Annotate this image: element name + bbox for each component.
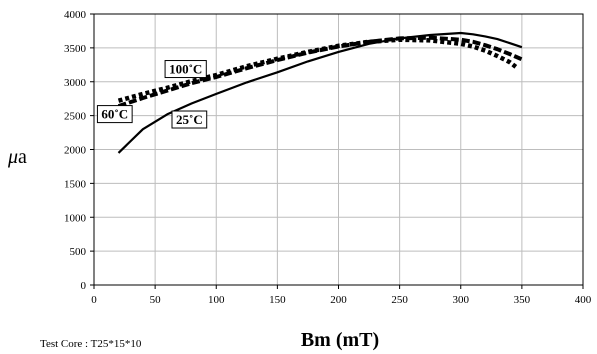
y-tick-label: 4000 — [64, 9, 87, 21]
y-tick-label: 3000 — [64, 77, 87, 89]
test-core-note: Test Core : T25*15*10 — [40, 338, 142, 350]
y-tick-label: 2500 — [64, 111, 87, 123]
annotation-label: 25˚C — [176, 112, 203, 127]
y-axis-title-mu: μ — [7, 146, 18, 168]
x-tick-label: 300 — [453, 294, 470, 306]
series-annotations: 100˚C 60˚C 25˚C — [96, 60, 208, 129]
annotation-label: 100˚C — [169, 62, 202, 77]
annotation-0: 100˚C — [164, 60, 207, 79]
y-axis-title-subscript: a — [18, 146, 27, 168]
annotation-box — [164, 60, 207, 79]
y-tick-label: 2000 — [64, 145, 87, 157]
annotation-1: 60˚C — [96, 105, 133, 124]
x-tick-label: 200 — [330, 294, 347, 306]
grid-lines — [94, 14, 583, 285]
y-axis: 0 500 1000 1500 2000 2500 3000 3500 4000 — [64, 9, 94, 292]
x-tick-label: 250 — [391, 294, 408, 306]
x-tick-label: 400 — [575, 294, 592, 306]
y-axis-title: μa — [7, 146, 27, 168]
x-axis: 0 50 100 150 200 250 300 350 400 — [91, 285, 592, 306]
y-tick-label: 1500 — [64, 178, 87, 190]
x-tick-label: 100 — [208, 294, 225, 306]
annotation-label: 60˚C — [101, 107, 128, 122]
series-line-0 — [117, 31, 523, 154]
y-tick-label: 1000 — [64, 212, 87, 224]
annotation-2: 25˚C — [171, 110, 208, 129]
x-tick-label: 50 — [150, 294, 162, 306]
x-tick-label: 150 — [269, 294, 286, 306]
annotation-box — [96, 105, 133, 124]
series-line-2 — [117, 37, 518, 103]
y-tick-label: 500 — [70, 246, 87, 258]
y-tick-label: 0 — [81, 280, 87, 292]
annotation-box — [171, 110, 208, 129]
x-tick-label: 350 — [514, 294, 531, 306]
x-axis-title: Bm (mT) — [301, 329, 379, 351]
y-tick-label: 3500 — [64, 43, 87, 55]
series-group — [117, 31, 523, 154]
x-tick-label: 0 — [91, 294, 97, 306]
